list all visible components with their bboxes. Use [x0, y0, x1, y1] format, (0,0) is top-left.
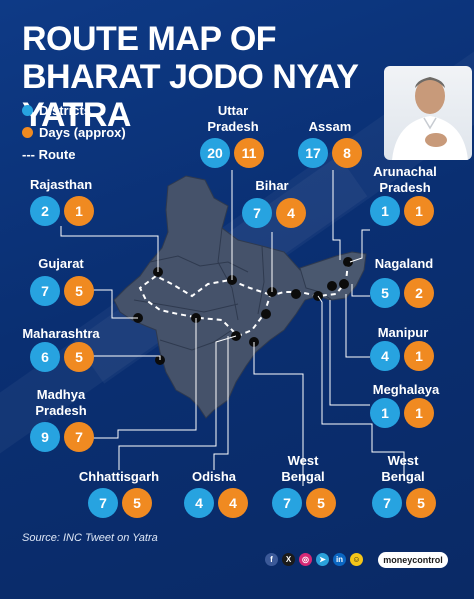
- days-count: 11: [234, 138, 264, 168]
- legend-days: Days (approx): [22, 125, 126, 140]
- days-count: 5: [64, 342, 94, 372]
- districts-count: 1: [370, 196, 400, 226]
- districts-swatch: [22, 105, 33, 116]
- state-borders: [133, 227, 265, 351]
- state-name-gujarat: Gujarat: [38, 256, 84, 271]
- districts-count: 4: [184, 488, 214, 518]
- districts-count: 7: [272, 488, 302, 518]
- days-swatch: [22, 127, 33, 138]
- districts-count: 7: [88, 488, 118, 518]
- days-count: 4: [218, 488, 248, 518]
- state-stat-pair: 17 8: [298, 138, 362, 168]
- source-note: Source: INC Tweet on Yatra: [22, 532, 158, 544]
- days-count: 1: [404, 398, 434, 428]
- districts-count: 17: [298, 138, 328, 168]
- days-count: 8: [332, 138, 362, 168]
- social-icons: f X ◎ ➤ in ☺: [265, 553, 363, 566]
- state-name-arunachal-pradesh: Arunachal Pradesh: [373, 164, 437, 195]
- legend-route: --- Route: [22, 147, 75, 162]
- legend-route-label: --- Route: [22, 147, 76, 162]
- days-count: 5: [306, 488, 336, 518]
- days-count: 5: [122, 488, 152, 518]
- days-count: 1: [64, 196, 94, 226]
- districts-count: 4: [370, 341, 400, 371]
- legend-districts: Districts: [22, 103, 91, 118]
- leader-lines: [60, 170, 405, 486]
- state-name-meghalaya: Meghalaya: [372, 382, 440, 397]
- state-name-maharashtra: Maharashtra: [22, 326, 100, 341]
- districts-count: 9: [30, 422, 60, 452]
- districts-count: 2: [30, 196, 60, 226]
- days-count: 5: [64, 276, 94, 306]
- legend-districts-label: Districts: [39, 103, 92, 118]
- legend-days-label: Days (approx): [39, 125, 126, 140]
- districts-count: 6: [30, 342, 60, 372]
- state-name-bihar: Bihar: [255, 178, 289, 193]
- page-title: ROUTE MAP OF BHARAT JODO NYAY YATRA: [22, 20, 358, 134]
- linkedin-icon[interactable]: in: [333, 553, 346, 566]
- state-name-uttar-pradesh: Uttar Pradesh: [207, 103, 259, 134]
- districts-count: 20: [200, 138, 230, 168]
- days-count: 4: [276, 198, 306, 228]
- state-name-chhattisgarh: Chhattisgarh: [78, 469, 160, 484]
- state-name-rajasthan: Rajasthan: [30, 177, 93, 192]
- facebook-icon[interactable]: f: [265, 553, 278, 566]
- state-name-assam: Assam: [308, 119, 352, 134]
- days-count: 2: [404, 278, 434, 308]
- districts-count: 7: [30, 276, 60, 306]
- brand-logo: moneycontrol: [378, 552, 448, 568]
- districts-count: 5: [370, 278, 400, 308]
- days-count: 1: [404, 196, 434, 226]
- india-outline: [113, 175, 365, 419]
- state-name-manipur: Manipur: [377, 325, 429, 340]
- districts-count: 1: [370, 398, 400, 428]
- instagram-icon[interactable]: ◎: [299, 553, 312, 566]
- koo-icon[interactable]: ☺: [350, 553, 363, 566]
- districts-count: 7: [242, 198, 272, 228]
- telegram-icon[interactable]: ➤: [316, 553, 329, 566]
- days-count: 1: [404, 341, 434, 371]
- state-name-madhya-pradesh: Madhya Pradesh: [35, 387, 87, 418]
- x-icon[interactable]: X: [282, 553, 295, 566]
- state-stat-pair: 20 11: [200, 138, 264, 168]
- state-name-west-bengal: West Bengal: [281, 453, 325, 484]
- state-name-odisha: Odisha: [191, 469, 237, 484]
- districts-count: 7: [372, 488, 402, 518]
- state-name-nagaland: Nagaland: [374, 256, 434, 271]
- leader-photo: [384, 66, 472, 160]
- state-name-west-bengal: West Bengal: [381, 453, 425, 484]
- days-count: 5: [406, 488, 436, 518]
- days-count: 7: [64, 422, 94, 452]
